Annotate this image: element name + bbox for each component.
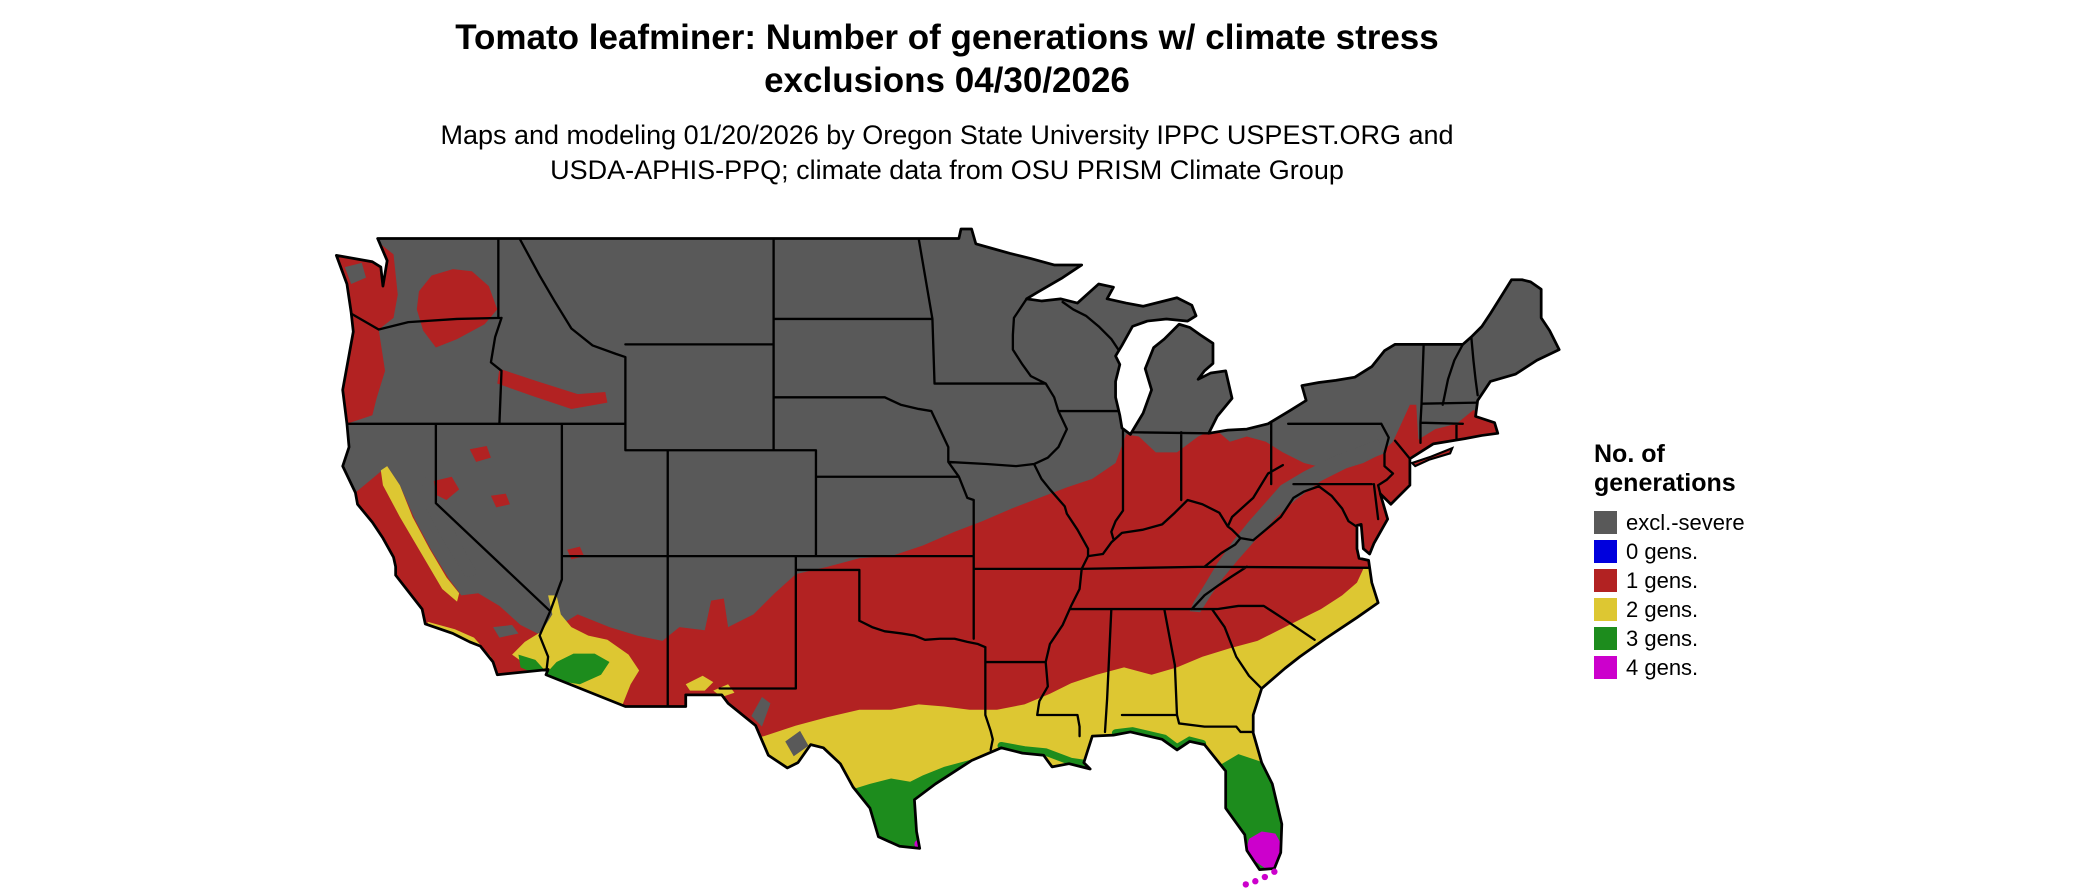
legend-item-3-gens: 3 gens.	[1594, 626, 1745, 651]
zone-4-gens	[914, 831, 1281, 870]
state-borders	[345, 237, 1479, 752]
legend-label: 4 gens.	[1626, 655, 1699, 680]
legend: No. of generations excl.-severe 0 gens. …	[1594, 440, 1745, 684]
legend-label: 2 gens.	[1626, 597, 1699, 622]
legend-item-2-gens: 2 gens.	[1594, 597, 1745, 622]
map-subtitle-line2: USDA-APHIS-PPQ; climate data from OSU PR…	[550, 155, 1344, 185]
us-map-svg	[334, 227, 1561, 888]
legend-item-4-gens: 4 gens.	[1594, 655, 1745, 680]
legend-label: 1 gens.	[1626, 568, 1699, 593]
legend-swatch-1-gens	[1594, 569, 1617, 592]
us-generations-map	[330, 212, 1574, 895]
legend-label: 0 gens.	[1626, 539, 1699, 564]
legend-items: excl.-severe 0 gens. 1 gens. 2 gens. 3 g…	[1594, 510, 1745, 680]
legend-swatch-2-gens	[1594, 598, 1617, 621]
excl-severe-overlays	[344, 262, 1385, 757]
legend-item-1-gens: 1 gens.	[1594, 568, 1745, 593]
legend-item-0-gens: 0 gens.	[1594, 539, 1745, 564]
figure-header: Tomato leafminer: Number of generations …	[0, 16, 1894, 188]
legend-label: excl.-severe	[1626, 510, 1745, 535]
legend-item-excl-severe: excl.-severe	[1594, 510, 1745, 535]
map-title-line2: exclusions 04/30/2026	[764, 61, 1130, 100]
legend-swatch-3-gens	[1594, 627, 1617, 650]
legend-swatch-excl-severe	[1594, 511, 1617, 534]
map-subtitle-line1: Maps and modeling 01/20/2026 by Oregon S…	[440, 120, 1454, 150]
map-title-line1: Tomato leafminer: Number of generations …	[455, 18, 1439, 57]
legend-swatch-4-gens	[1594, 656, 1617, 679]
florida-keys	[1242, 868, 1278, 888]
legend-label: 3 gens.	[1626, 626, 1699, 651]
map-subtitle: Maps and modeling 01/20/2026 by Oregon S…	[0, 118, 1894, 188]
legend-title-line1: No. of	[1594, 440, 1665, 468]
legend-title-line2: generations	[1594, 469, 1736, 497]
legend-swatch-0-gens	[1594, 540, 1617, 563]
long-island	[1410, 446, 1455, 468]
us-coast-outline	[334, 227, 1561, 871]
